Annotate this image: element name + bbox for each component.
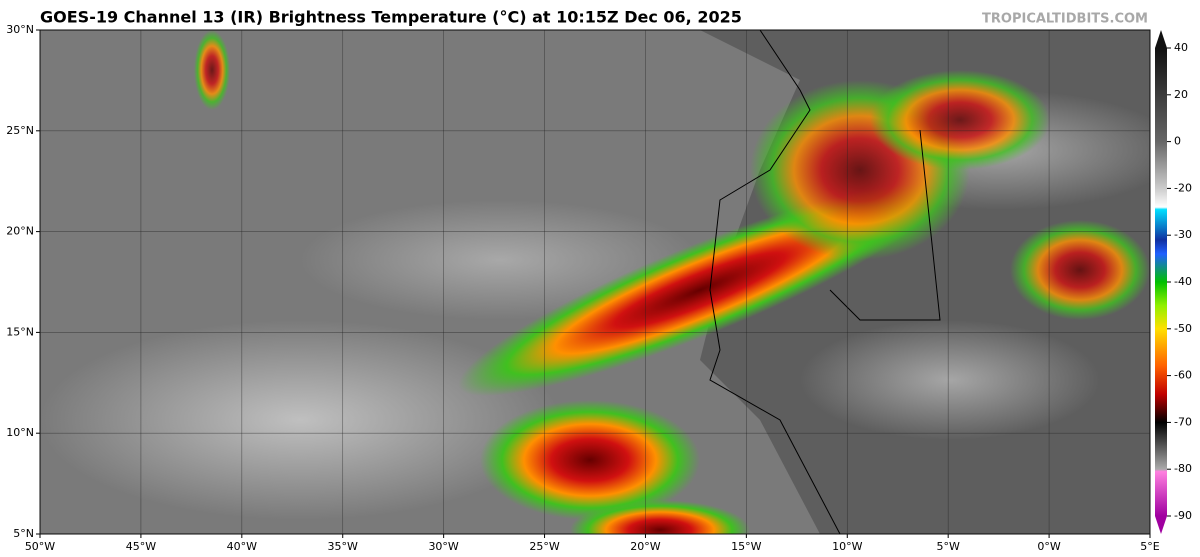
colorbar-label: 40 [1174, 41, 1188, 54]
colorbar-label: -60 [1174, 369, 1192, 382]
y-tick-label: 15°N [6, 325, 34, 338]
x-tick-label: 35°W [328, 540, 358, 553]
x-tick-label: 40°W [227, 540, 257, 553]
colorbar-label: -40 [1174, 275, 1192, 288]
title: GOES-19 Channel 13 (IR) Brightness Tempe… [40, 8, 742, 27]
y-tick-label: 20°N [6, 225, 34, 238]
x-tick-label: 10°W [832, 540, 862, 553]
colorbar-label: 0 [1174, 135, 1181, 148]
credit: TROPICALTIDBITS.COM [982, 12, 1148, 27]
x-tick-label: 5°E [1140, 540, 1159, 553]
x-tick-label: 45°W [126, 540, 156, 553]
colorbar-label: -30 [1174, 228, 1192, 241]
colorbar [1155, 48, 1167, 516]
colorbar-label: -50 [1174, 322, 1192, 335]
y-tick-label: 10°N [6, 426, 34, 439]
colorbar-bottom [1155, 516, 1167, 534]
y-tick-label: 5°N [13, 527, 34, 540]
x-tick-label: 0°W [1037, 540, 1060, 553]
colorbar-label: -90 [1174, 509, 1192, 522]
y-tick-label: 25°N [6, 124, 34, 137]
colorbar-top [1155, 30, 1167, 48]
colorbar-label: -70 [1174, 415, 1192, 428]
x-tick-label: 5°W [936, 540, 959, 553]
colorbar-label: -80 [1174, 462, 1192, 475]
satellite-image [40, 30, 1150, 534]
colorbar-label: 20 [1174, 88, 1188, 101]
x-tick-label: 30°W [428, 540, 458, 553]
colorbar-label: -20 [1174, 181, 1192, 194]
y-tick-label: 30°N [6, 23, 34, 36]
x-tick-label: 25°W [529, 540, 559, 553]
x-tick-label: 20°W [630, 540, 660, 553]
x-tick-label: 50°W [25, 540, 55, 553]
x-tick-label: 15°W [731, 540, 761, 553]
